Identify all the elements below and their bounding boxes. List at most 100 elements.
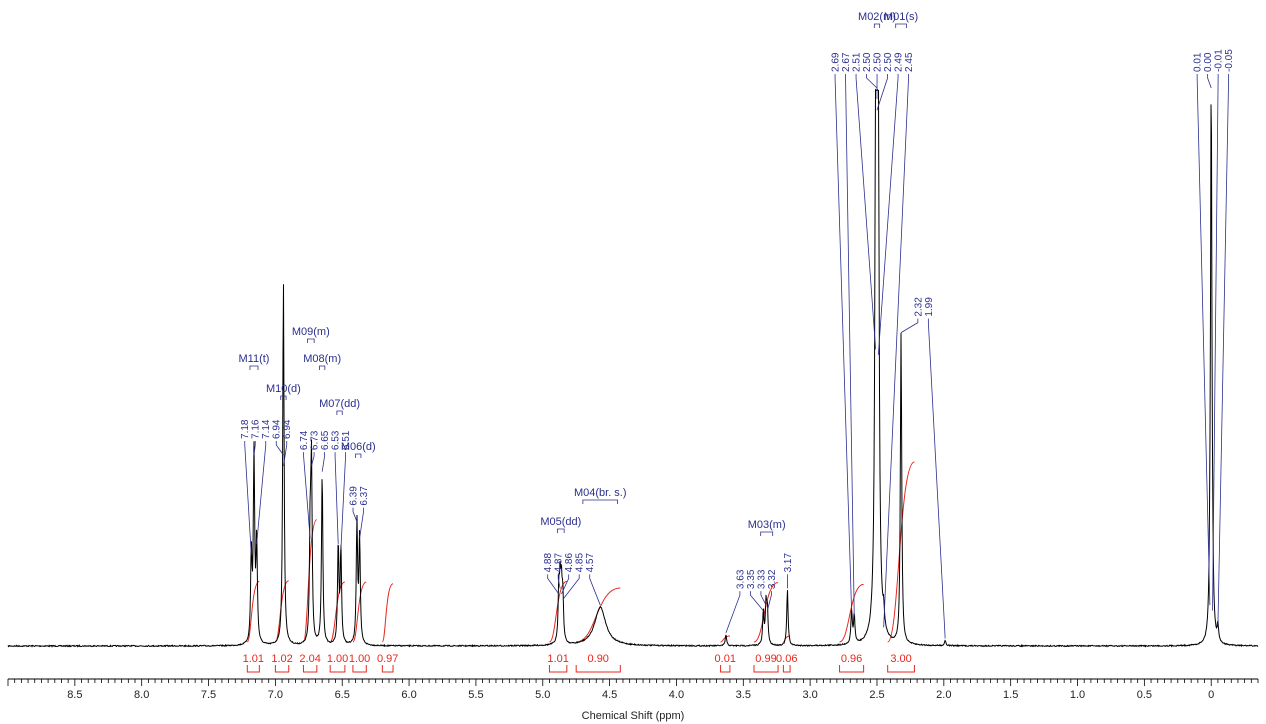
multiplet-bracket [307, 338, 315, 343]
peak-leader [866, 74, 878, 89]
integral-curve [887, 461, 915, 643]
multiplet-label: M03(m) [748, 519, 786, 531]
multiplet-bracket [873, 23, 881, 28]
multiplet-bracket [249, 365, 259, 370]
integral-curve [753, 582, 779, 643]
integral-bracket [753, 665, 779, 673]
multiplet-label: M06(d) [341, 441, 376, 453]
peak-leader [283, 440, 288, 467]
peak-leader [589, 574, 601, 606]
integral-bracket [381, 665, 394, 673]
peak-label: 6.65 [320, 430, 331, 450]
peak-leader [834, 74, 852, 611]
peak-label: 7.18 [240, 419, 251, 439]
integral-value: 0.99 [755, 653, 776, 665]
integral-value: 0.06 [776, 653, 797, 665]
x-tick-label: 8.0 [134, 689, 149, 701]
multiplet-label: M07(dd) [319, 398, 360, 410]
multiplet-label: M10(d) [266, 383, 301, 395]
peak-leader [883, 74, 909, 628]
x-tick-label: 1.0 [1070, 689, 1085, 701]
peak-leader [561, 574, 570, 595]
peak-label: 4.86 [564, 552, 575, 572]
x-tick-label: 0 [1208, 689, 1214, 701]
integral-bracket [548, 665, 568, 673]
peak-leader [334, 452, 339, 544]
integral-value: 0.96 [841, 653, 862, 665]
integral-bracket [720, 665, 731, 673]
peak-label: 1.99 [924, 297, 935, 317]
x-tick-label: 4.0 [669, 689, 684, 701]
peak-label: -0.05 [1224, 49, 1235, 72]
peak-leader [1196, 74, 1211, 606]
integral-curve [381, 583, 394, 643]
multiplet-label: M11(t) [239, 353, 270, 365]
peak-leader [256, 440, 267, 544]
x-tick-label: 6.0 [401, 689, 416, 701]
peak-leader [900, 318, 919, 333]
peak-leader [1217, 74, 1230, 628]
integral-labels: 1.01 1.02 2.04 1.00 1.00 0.97 1.01 0.90 0.01 0.99… [243, 653, 915, 673]
peak-leader [340, 452, 346, 550]
integral-value: 1.02 [271, 653, 292, 665]
integral-bracket [302, 665, 318, 673]
peak-label: 6.94 [272, 419, 283, 439]
peak-label: 3.35 [746, 569, 757, 589]
x-tick-label: 5.0 [535, 689, 550, 701]
peak-leader [311, 452, 315, 467]
peak-label: 6.53 [331, 430, 342, 450]
integral-value: 3.00 [890, 653, 911, 665]
peak-label: 2.67 [841, 52, 852, 72]
peak-label: 2.50 [883, 52, 894, 72]
peak-leader [557, 574, 561, 589]
multiplet-bracket [582, 499, 619, 504]
peak-leader [275, 440, 284, 456]
integral-curve [548, 580, 568, 643]
peak-label: 0.01 [1193, 52, 1204, 72]
peak-label: 3.33 [756, 569, 767, 589]
peak-leader [253, 440, 256, 456]
peak-label: 2.51 [852, 52, 863, 72]
integral-value: 1.01 [243, 653, 264, 665]
peak-leader [547, 574, 560, 595]
x-tick-label: 4.5 [602, 689, 617, 701]
integral-bracket [352, 665, 367, 673]
peak-label: 4.88 [543, 552, 554, 572]
peak-label: 2.49 [894, 52, 905, 72]
peak-leader [321, 452, 325, 472]
peak-leader [1207, 74, 1212, 89]
x-tick-label: 8.5 [67, 689, 82, 701]
multiplet-bracket [319, 365, 326, 370]
multiplet-label: M05(dd) [540, 516, 581, 528]
peak-label: 6.94 [282, 419, 293, 439]
peak-label: 6.39 [349, 486, 360, 506]
multiplet-bracket [355, 453, 362, 458]
x-tick-label: 6.5 [335, 689, 350, 701]
multiplet-label: M01(s) [884, 11, 918, 23]
peak-label: 0.00 [1203, 52, 1214, 72]
peak-label: 6.37 [359, 486, 370, 506]
peak-label: 2.45 [904, 52, 915, 72]
multiplet-label: M04(br. s.) [574, 487, 627, 499]
x-tick-label: 2.0 [936, 689, 951, 701]
peak-label: 2.50 [862, 52, 873, 72]
peak-leader [877, 74, 899, 355]
x-tick-label: 3.0 [802, 689, 817, 701]
multiplet-bracket [336, 410, 343, 415]
multiplet-bracket [895, 23, 907, 28]
peak-leader [766, 591, 772, 611]
peak-label: -0.01 [1214, 49, 1225, 72]
x-tick-label: 1.5 [1003, 689, 1018, 701]
x-tick-label: 0.5 [1137, 689, 1152, 701]
integral-value: 0.90 [588, 653, 609, 665]
peak-label: 6.73 [310, 430, 321, 450]
spectrum-trace-group [7, 88, 1259, 648]
multiplet-bracket [280, 395, 287, 400]
integral-curve [302, 519, 318, 643]
x-tick-label: 7.5 [201, 689, 216, 701]
peak-label: 7.14 [261, 419, 272, 439]
integral-value: 1.00 [349, 653, 370, 665]
spectrum-trace [7, 88, 1259, 648]
integral-bracket [782, 665, 791, 673]
peak-label: 4.57 [585, 552, 596, 572]
